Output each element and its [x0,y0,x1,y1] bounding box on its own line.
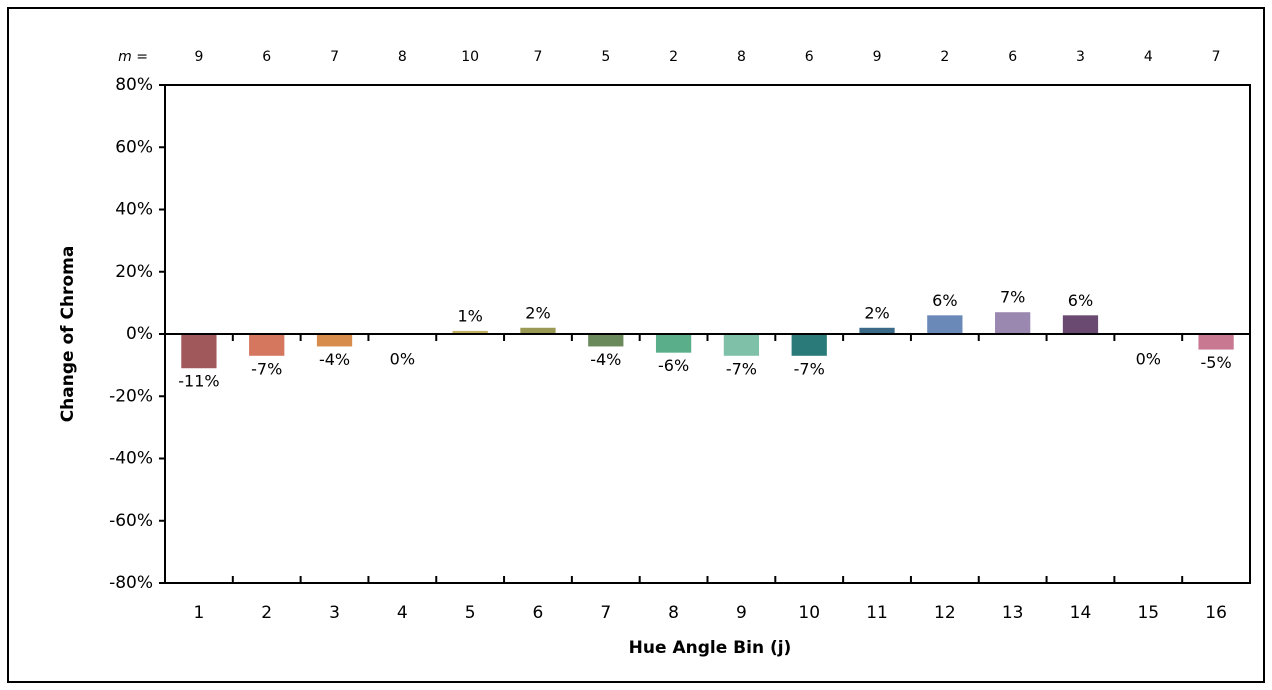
m-value: 8 [737,49,746,65]
m-value: 7 [330,49,339,65]
m-value: 6 [262,49,271,65]
y-tick-label: 0% [126,324,153,344]
bar [927,315,963,334]
data-label: 2% [525,303,550,322]
y-tick-label: 40% [115,200,153,220]
data-label: -7% [726,359,757,378]
y-tick-label: 20% [115,262,153,282]
data-label: -4% [590,350,621,369]
data-label: -6% [658,356,689,375]
x-tick-label: 16 [1205,603,1227,623]
bar [791,334,827,356]
x-tick-label: 11 [866,603,888,623]
m-value: 5 [601,49,610,65]
bar [588,334,624,347]
m-value: 8 [398,49,407,65]
data-label: 7% [1000,288,1025,307]
x-tick-label: 12 [934,603,956,623]
bar [249,334,285,356]
data-label: 0% [390,350,415,369]
bar [520,327,556,334]
bar [995,312,1031,334]
x-tick-label: 15 [1137,603,1159,623]
m-value: 7 [534,49,543,65]
x-tick-label: 2 [261,603,272,623]
bar [316,334,353,347]
y-tick-label: 60% [115,137,153,157]
x-tick-label: 3 [329,603,340,623]
x-tick-label: 9 [736,603,747,623]
bar [723,334,760,356]
m-value: 9 [873,49,882,65]
m-value: 2 [940,49,949,65]
data-label: 1% [457,306,482,325]
x-tick-label: 1 [193,603,204,623]
bar [859,327,895,334]
frame [7,7,1265,683]
data-label: -7% [794,359,825,378]
y-tick-label: 80% [115,75,153,95]
bar [655,334,692,353]
data-label: -11% [178,372,219,391]
data-label: 6% [932,291,957,310]
data-label: -7% [251,359,282,378]
x-tick-label: 10 [798,603,820,623]
m-label: m = [118,49,148,65]
m-value: 7 [1212,49,1221,65]
m-value: 6 [805,49,814,65]
y-tick-label: -80% [109,573,153,593]
bar [452,330,488,334]
data-label: 6% [1068,291,1093,310]
m-value: 6 [1008,49,1017,65]
m-value: 3 [1076,49,1085,65]
y-tick-label: -20% [109,386,153,406]
y-tick-label: -40% [109,449,153,469]
data-label: 0% [1136,350,1161,369]
x-tick-label: 14 [1070,603,1092,623]
m-value: 10 [461,49,479,65]
x-axis-title: Hue Angle Bin (j) [629,638,792,658]
x-tick-label: 5 [465,603,476,623]
y-tick-label: -60% [109,511,153,531]
bar [1062,315,1099,334]
x-tick-label: 8 [668,603,679,623]
y-axis-title: Change of Chroma [58,246,78,423]
data-label: 2% [864,303,889,322]
m-value: 4 [1144,49,1153,65]
m-value: 9 [194,49,203,65]
data-label: -5% [1201,353,1232,372]
bar [1198,334,1234,350]
bar [181,334,217,369]
x-tick-label: 4 [397,603,408,623]
m-value: 2 [669,49,678,65]
x-tick-label: 6 [533,603,544,623]
x-tick-label: 7 [600,603,611,623]
x-tick-label: 13 [1002,603,1024,623]
data-label: -4% [319,350,350,369]
